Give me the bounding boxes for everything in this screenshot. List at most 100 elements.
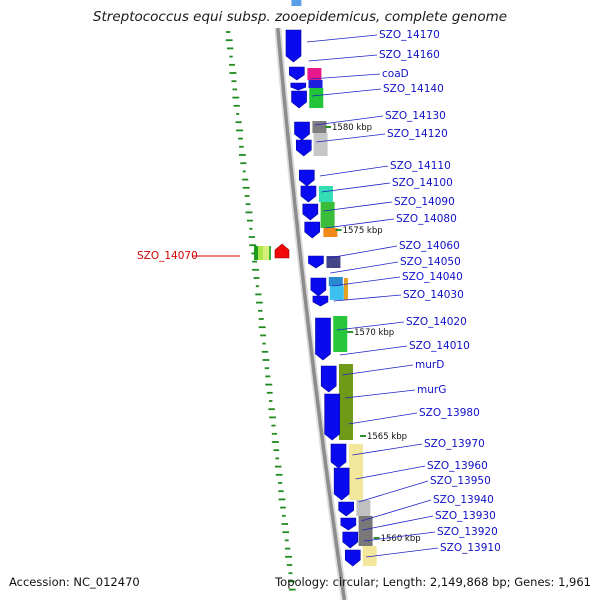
leader-line — [314, 115, 384, 126]
leader-line — [366, 547, 439, 558]
feature-block — [269, 246, 271, 260]
leader-line — [342, 364, 414, 376]
gene-label: SZO_13920 — [437, 526, 498, 538]
highlighted-gene-features — [254, 243, 290, 260]
cds-arrow — [299, 169, 315, 187]
gene-label: SZO_13960 — [427, 460, 488, 472]
cds-arrow — [338, 501, 354, 517]
feature-block — [356, 500, 371, 516]
gene-label: SZO_14130 — [385, 110, 446, 122]
gene-label: SZO_14020 — [406, 316, 467, 328]
gene-label: SZO_14060 — [399, 240, 460, 252]
gene-label: murD — [415, 359, 444, 371]
feature-block — [338, 364, 353, 440]
leader-line — [336, 321, 405, 331]
cds-arrow — [324, 393, 340, 441]
leader-line — [308, 54, 378, 62]
gene-label: SZO_14040 — [402, 271, 463, 283]
leader-line — [328, 245, 398, 259]
cds-arrow — [300, 185, 317, 203]
gene-label-highlighted: SZO_14070 — [137, 250, 198, 262]
cds-arrow — [285, 29, 302, 63]
feature-block — [254, 246, 258, 260]
feature-block — [333, 316, 348, 352]
genome-summary-text: Topology: circular; Length: 2,149,868 bp… — [275, 575, 591, 589]
gene-label: SZO_14140 — [383, 83, 444, 95]
scale-label: 1565 kbp — [367, 432, 407, 442]
feature-block — [358, 516, 373, 546]
cds-arrow — [312, 295, 329, 307]
leader-line — [352, 443, 423, 456]
cds-arrow — [344, 549, 361, 567]
scale-label: 1580 kbp — [332, 123, 372, 133]
leader-line — [321, 182, 391, 193]
feature-block — [312, 121, 327, 133]
feature-block — [362, 546, 377, 566]
feature-block — [326, 256, 341, 268]
leader-line — [325, 218, 395, 229]
leader-line — [362, 515, 434, 531]
cds-arrow — [291, 90, 307, 109]
gene-label: SZO_13930 — [435, 510, 496, 522]
gene-label: SZO_14110 — [390, 160, 451, 172]
cds-arrow — [320, 365, 337, 393]
cds-arrow — [342, 531, 359, 549]
leader-line — [363, 531, 436, 542]
feature-block — [320, 202, 335, 228]
gene-label: SZO_14030 — [403, 289, 464, 301]
cds-arrow — [330, 443, 347, 469]
leader-line — [316, 133, 386, 143]
leader-line — [333, 294, 402, 302]
feature-block — [328, 277, 343, 286]
leader-line — [311, 88, 382, 97]
cds-track — [285, 29, 361, 567]
scale-label: 1575 kbp — [343, 226, 383, 236]
leader-line — [358, 480, 429, 503]
leader-line — [323, 201, 393, 212]
accession-text: Accession: NC_012470 — [9, 575, 140, 589]
cds-arrow — [290, 82, 307, 91]
cds-arrow — [308, 255, 324, 269]
leader-line — [345, 389, 416, 399]
gene-label: SZO_13980 — [419, 407, 480, 419]
gene-label: SZO_14050 — [400, 256, 461, 268]
cds-arrow — [340, 517, 357, 531]
feature-block — [329, 286, 344, 300]
feature-block — [349, 444, 364, 500]
feature-block — [323, 228, 338, 237]
gene-label: SZO_13910 — [440, 542, 501, 554]
gene-label: SZO_14080 — [396, 213, 457, 225]
gene-label: SZO_13970 — [424, 438, 485, 450]
scale-label: 1570 kbp — [354, 328, 394, 338]
feature-block — [263, 246, 269, 260]
map-title: Streptococcus equi subsp. zooepidemicus,… — [92, 9, 508, 25]
leader-line — [355, 465, 426, 480]
feature-block — [343, 278, 348, 300]
leader-line — [331, 276, 401, 287]
scale-label: 1560 kbp — [381, 534, 421, 544]
cds-arrow — [302, 203, 319, 221]
gene-label: SZO_14090 — [394, 196, 455, 208]
leader-line — [310, 73, 381, 80]
cds-arrow — [310, 277, 327, 297]
gene-labels: SZO_14170 SZO_14160 coaD SZO_14140 SZO_14130… — [137, 29, 501, 558]
leader-line — [307, 34, 378, 43]
backbone-shadow — [274, 27, 348, 600]
gene-label: SZO_14100 — [392, 177, 453, 189]
gene-label: coaD — [382, 68, 409, 80]
feature-block — [318, 186, 333, 202]
feature-block — [291, 0, 302, 6]
gc-skew-track — [225, 31, 296, 591]
leader-line — [339, 345, 408, 356]
gene-label: SZO_14120 — [387, 128, 448, 140]
gene-label: SZO_13950 — [430, 475, 491, 487]
cds-arrow — [294, 121, 310, 141]
leader-line — [330, 261, 399, 274]
feature-block — [308, 80, 323, 88]
gene-label: SZO_13940 — [433, 494, 494, 506]
cds-arrow — [295, 139, 312, 157]
cds-arrow — [289, 66, 305, 81]
gene-label: SZO_14160 — [379, 49, 440, 61]
feature-block — [309, 88, 324, 108]
